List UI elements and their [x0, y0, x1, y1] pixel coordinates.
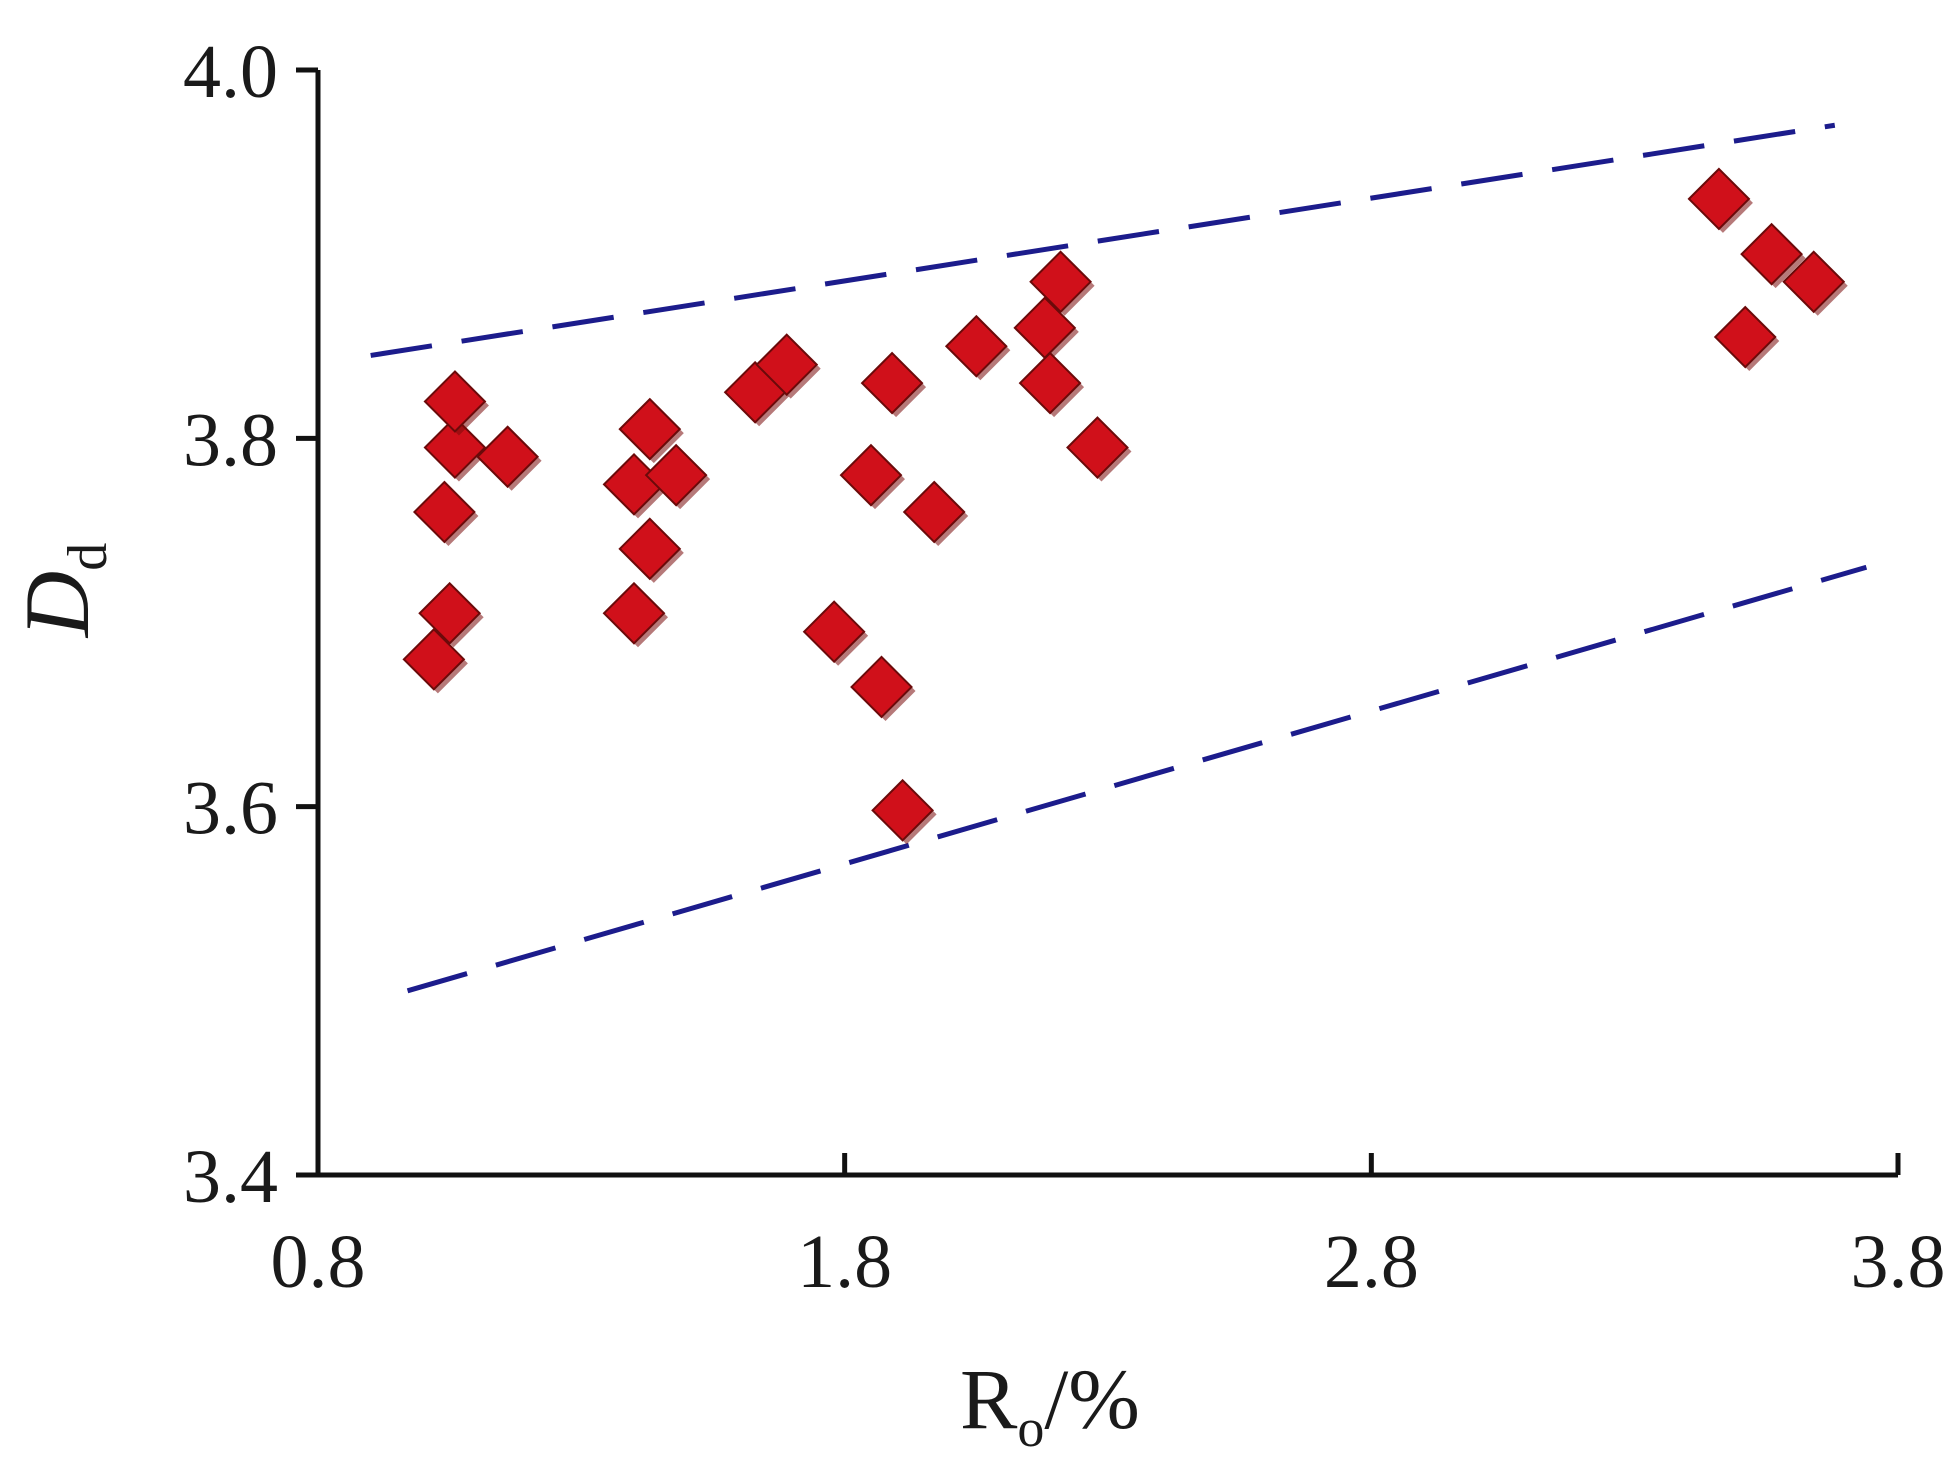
data-point	[839, 443, 903, 507]
y-tick-label: 3.8	[183, 398, 278, 482]
x-axis-title: Ro/%	[960, 1351, 1140, 1458]
data-point	[1066, 416, 1129, 479]
data-point	[1740, 222, 1804, 286]
axes	[296, 67, 1901, 1178]
data-point	[850, 655, 913, 719]
data-point	[860, 351, 924, 415]
x-tick-label: 2.8	[1324, 1220, 1419, 1304]
data-point	[476, 425, 540, 489]
data-point	[1713, 305, 1777, 369]
data-points	[402, 167, 1848, 845]
data-point	[402, 627, 466, 691]
y-axis-title: Dd	[6, 543, 119, 639]
data-point	[1782, 250, 1846, 314]
data-point	[1029, 250, 1093, 314]
data-point	[644, 443, 708, 507]
data-point	[423, 370, 487, 433]
reference-line	[406, 564, 1868, 994]
data-point	[1018, 351, 1082, 415]
data-point	[802, 600, 866, 664]
x-tick-label: 3.8	[1851, 1220, 1946, 1304]
data-point	[618, 517, 682, 581]
x-tick-label: 1.8	[797, 1220, 892, 1304]
reference-line	[370, 122, 1836, 358]
data-point	[902, 480, 966, 544]
data-point	[412, 480, 476, 544]
data-point	[618, 397, 682, 461]
reference-lines	[370, 122, 1868, 994]
data-point	[418, 581, 482, 645]
data-point	[944, 314, 1008, 378]
data-point	[755, 333, 819, 397]
data-point	[871, 778, 935, 842]
y-tick-label: 3.4	[183, 1135, 278, 1219]
tick-labels: 3.4 3.6 3.8 4.0 0.8 1.8 2.8 3.8	[183, 30, 1946, 1304]
data-point	[1687, 167, 1751, 231]
y-tick-label: 4.0	[183, 30, 278, 114]
data-point	[423, 416, 487, 479]
x-tick-label: 0.8	[271, 1220, 366, 1304]
y-tick-label: 3.6	[183, 767, 278, 851]
data-point	[602, 581, 666, 645]
